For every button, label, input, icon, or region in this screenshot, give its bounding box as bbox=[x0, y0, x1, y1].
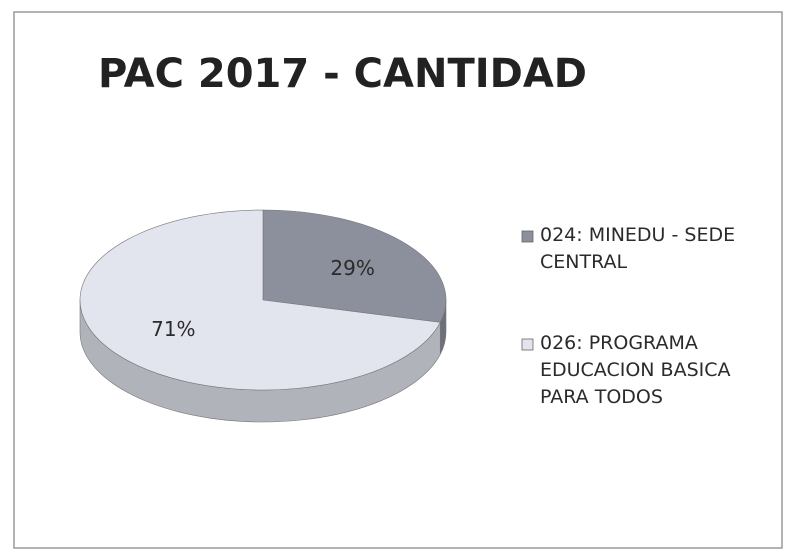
data-label: 29% bbox=[330, 256, 374, 280]
legend-swatch bbox=[521, 338, 534, 351]
pie-slice bbox=[79, 209, 441, 391]
chart-title: PAC 2017 - CANTIDAD bbox=[98, 51, 587, 97]
data-label: 71% bbox=[151, 317, 195, 341]
pie-slice bbox=[262, 209, 447, 323]
legend-swatch bbox=[521, 230, 534, 243]
legend-label: 026: PROGRAMA EDUCACION BASICA PARA TODO… bbox=[540, 332, 731, 408]
legend-label: 024: MINEDU - SEDE CENTRAL bbox=[540, 224, 736, 273]
